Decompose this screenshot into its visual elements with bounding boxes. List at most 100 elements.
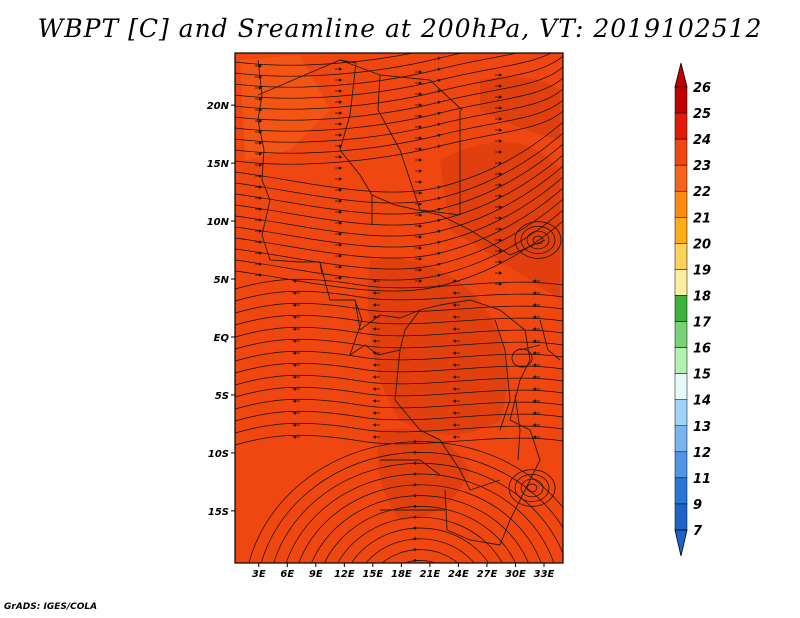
lat-tick-label: 10N bbox=[207, 217, 230, 228]
border-line bbox=[494, 319, 511, 431]
colorbar-segment bbox=[674, 503, 688, 531]
colorbar-segment bbox=[674, 86, 688, 114]
border-line bbox=[419, 429, 501, 491]
colorbar-label: 14 bbox=[693, 394, 711, 409]
colorbar-bottom-arrow bbox=[674, 529, 688, 557]
colorbar-label: 23 bbox=[693, 159, 711, 174]
colorbar-label: 18 bbox=[693, 289, 711, 304]
streamline bbox=[235, 143, 563, 215]
streamline bbox=[235, 53, 464, 77]
wbpt-patch bbox=[440, 142, 560, 300]
streamline bbox=[235, 165, 563, 237]
streamline bbox=[235, 326, 563, 338]
map-plot-area bbox=[234, 52, 564, 564]
streamline bbox=[235, 53, 519, 88]
lon-tick-label: 9E bbox=[309, 569, 323, 580]
colorbar-segment bbox=[674, 425, 688, 453]
lon-tick-label: 18E bbox=[391, 569, 412, 580]
border-line bbox=[444, 489, 501, 546]
lake-outline bbox=[511, 348, 533, 368]
colorbar-segment bbox=[674, 138, 688, 166]
lat-tick-label: 15N bbox=[207, 159, 230, 170]
lat-tick-label: 5S bbox=[215, 391, 229, 402]
border-line bbox=[380, 459, 441, 476]
colorbar-segment bbox=[674, 217, 688, 244]
colorbar-label: 24 bbox=[693, 133, 711, 148]
border-line bbox=[349, 299, 379, 357]
streamline bbox=[235, 386, 563, 398]
lat-tick-label: 20N bbox=[207, 101, 230, 112]
colorbar-segment bbox=[674, 295, 688, 322]
streamline-vortex bbox=[514, 221, 562, 259]
streamline bbox=[235, 53, 415, 66]
lat-tick-label: 5N bbox=[214, 275, 230, 286]
colorbar-label: 15 bbox=[693, 368, 711, 383]
streamline bbox=[235, 187, 563, 259]
colorbar-label: 7 bbox=[693, 524, 703, 539]
streamline bbox=[235, 338, 563, 350]
colorbar-label: 16 bbox=[693, 342, 711, 357]
streamline-vortex bbox=[520, 478, 544, 498]
colorbar-label: 11 bbox=[693, 472, 711, 487]
wbpt-patch bbox=[480, 76, 560, 140]
streamline-vortex bbox=[520, 226, 556, 254]
lake-outline bbox=[514, 394, 521, 461]
colorbar-segment bbox=[674, 243, 688, 270]
streamline bbox=[235, 66, 563, 121]
colorbar-label: 17 bbox=[693, 316, 712, 331]
lon-tick-label: 27E bbox=[477, 569, 498, 580]
map-frame bbox=[234, 52, 564, 564]
border-line bbox=[377, 309, 421, 356]
colorbar-segment bbox=[674, 347, 688, 374]
lon-tick-label: 12E bbox=[334, 569, 355, 580]
wbpt-patch bbox=[240, 55, 330, 160]
lon-tick-label: 3E bbox=[252, 569, 266, 580]
streamline bbox=[235, 302, 563, 314]
colorbar-top-arrow bbox=[674, 62, 688, 88]
border-line bbox=[499, 419, 541, 546]
colorbar-segment bbox=[674, 164, 688, 192]
lon-tick-label: 33E bbox=[534, 569, 555, 580]
streamline bbox=[235, 374, 563, 386]
streamline bbox=[235, 88, 563, 143]
colorbar-label: 25 bbox=[693, 107, 711, 122]
colorbar-segment bbox=[674, 399, 688, 427]
lon-tick-label: 21E bbox=[420, 569, 441, 580]
streamline bbox=[235, 220, 563, 292]
colorbar-segment bbox=[674, 112, 688, 140]
lon-tick-label: 30E bbox=[505, 569, 526, 580]
streamline bbox=[235, 110, 563, 165]
lat-tick-label: 10S bbox=[208, 449, 229, 460]
border-line bbox=[379, 74, 463, 111]
colorbar: 26 25 24 23 22 21 20 19 18 17 16 15 14 13 12 11 9 7 bbox=[674, 62, 712, 557]
streamline bbox=[235, 350, 563, 362]
streamline-vortex bbox=[526, 483, 538, 493]
streamline bbox=[235, 53, 552, 99]
streamline-vortex bbox=[508, 469, 556, 507]
colorbar-label: 19 bbox=[693, 263, 711, 278]
lon-tick-label: 15E bbox=[362, 569, 383, 580]
colorbar-segment bbox=[674, 321, 688, 348]
streamline bbox=[235, 121, 563, 193]
streamline bbox=[235, 422, 563, 434]
colorbar-segment bbox=[674, 477, 688, 505]
colorbar-label: 22 bbox=[693, 185, 711, 200]
longitude-axis: 3E 6E 9E 12E 15E 18E 21E 24E 27E 30E 33E bbox=[252, 563, 555, 580]
lon-tick-label: 24E bbox=[448, 569, 469, 580]
page-title: WBPT [C] and Sreamline at 200hPa, VT: 20… bbox=[37, 14, 763, 43]
streamline bbox=[235, 209, 563, 281]
streamline-vortex bbox=[526, 230, 550, 250]
streamline bbox=[235, 362, 563, 374]
colorbar-label: 13 bbox=[693, 420, 711, 435]
lon-tick-label: 6E bbox=[280, 569, 294, 580]
streamline bbox=[235, 434, 563, 446]
latitude-axis: 20N 15N 10N 5N EQ 5S 10S 15S bbox=[207, 101, 235, 518]
streamline bbox=[235, 77, 563, 132]
grads-credit: GrADS: IGES/COLA bbox=[4, 602, 98, 612]
streamline bbox=[235, 55, 563, 110]
colorbar-label: 12 bbox=[693, 446, 711, 461]
streamline bbox=[235, 154, 563, 226]
streamline-vortex bbox=[532, 235, 544, 245]
streamline bbox=[235, 290, 563, 302]
